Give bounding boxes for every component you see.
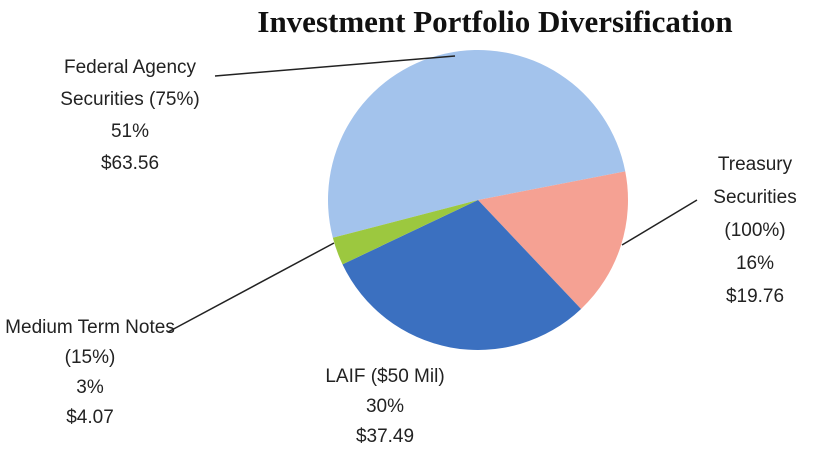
- category-label: LAIF ($50 Mil): [325, 366, 445, 387]
- pie-slice: [327, 49, 626, 238]
- leader-line: [167, 242, 335, 333]
- amount-label: $37.49: [355, 426, 415, 447]
- amount-label: $63.56: [100, 153, 160, 174]
- percent-label: 30%: [365, 396, 405, 417]
- category-label: Federal Agency Securities (75%): [60, 57, 200, 110]
- percent-label: 16%: [735, 253, 775, 274]
- category-label: Medium Term Notes (15%): [5, 317, 175, 368]
- pie-slice: [342, 200, 582, 351]
- pie-slice: [332, 200, 478, 265]
- amount-label: $4.07: [66, 407, 114, 428]
- category-label: Treasury Securities (100%): [713, 154, 797, 241]
- percent-label: 3%: [76, 377, 104, 398]
- pie-slice: [478, 171, 628, 309]
- slice-label: Medium Term Notes (15%) 3% $4.07: [5, 313, 175, 433]
- leader-line: [621, 199, 698, 246]
- slice-label: LAIF ($50 Mil) 30% $37.49: [285, 362, 485, 452]
- slice-label: Federal Agency Securities (75%) 51% $63.56: [40, 52, 220, 180]
- slices: [327, 49, 628, 351]
- amount-label: $19.76: [725, 286, 785, 307]
- leader-line: [214, 55, 456, 77]
- slice-label: Treasury Securities (100%) 16% $19.76: [695, 148, 815, 313]
- chart-title: Investment Portfolio Diversification: [257, 4, 733, 39]
- percent-label: 51%: [110, 121, 150, 142]
